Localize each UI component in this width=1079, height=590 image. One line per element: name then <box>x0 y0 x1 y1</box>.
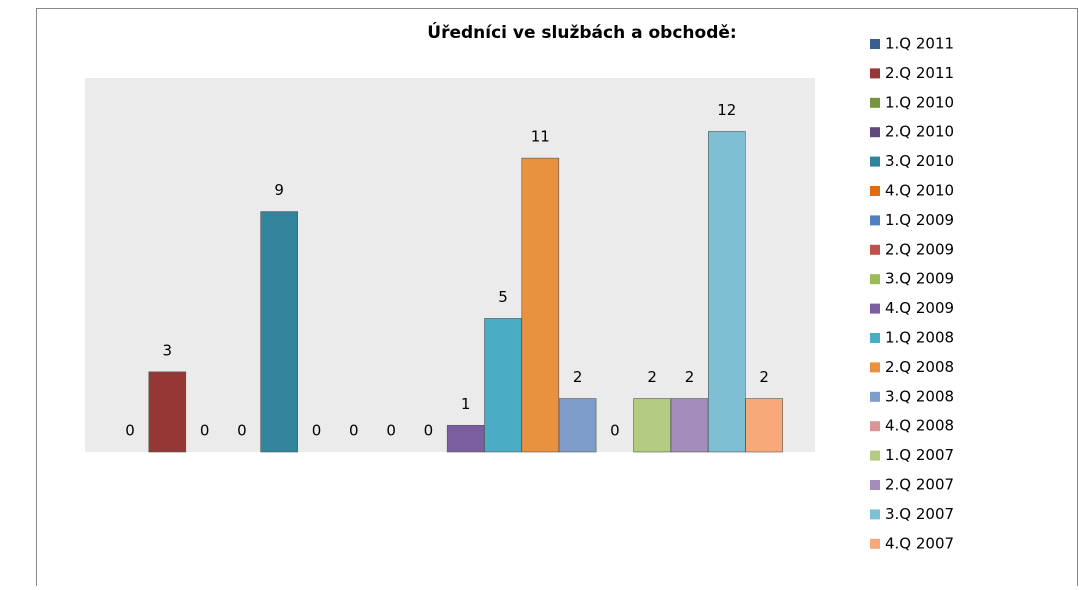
bar <box>260 211 299 453</box>
bar <box>745 398 783 453</box>
legend-label: 2.Q 2010 <box>885 123 954 141</box>
legend-label: 1.Q 2011 <box>885 35 954 53</box>
bar <box>707 131 746 453</box>
data-label: 2 <box>759 368 769 386</box>
legend-label: 1.Q 2009 <box>885 211 954 229</box>
legend-swatch <box>870 362 880 373</box>
data-label: 0 <box>125 422 135 440</box>
legend-swatch <box>870 127 880 138</box>
data-label: 0 <box>349 422 359 440</box>
legend-label: 1.Q 2008 <box>885 329 954 347</box>
data-label: 5 <box>498 288 508 306</box>
bar <box>484 318 522 453</box>
legend-label: 4.Q 2009 <box>885 299 954 317</box>
legend-swatch <box>870 156 880 167</box>
legend-label: 4.Q 2007 <box>885 534 954 552</box>
legend-swatch <box>870 509 880 520</box>
legend-label: 2.Q 2011 <box>885 64 954 82</box>
bar <box>446 424 485 453</box>
legend-label: 2.Q 2009 <box>885 240 954 258</box>
bar <box>521 157 560 453</box>
data-label: 9 <box>274 181 284 199</box>
data-label: 0 <box>386 422 396 440</box>
data-label: 2 <box>573 368 583 386</box>
legend-label: 4.Q 2008 <box>885 417 954 435</box>
legend-swatch <box>870 97 880 108</box>
plot-area <box>85 78 815 452</box>
legend-swatch <box>870 68 880 79</box>
legend-label: 2.Q 2008 <box>885 358 954 376</box>
legend-swatch <box>870 274 880 285</box>
data-label: 11 <box>531 128 550 146</box>
data-label: 1 <box>461 395 471 413</box>
bar <box>148 371 187 453</box>
legend-label: 1.Q 2007 <box>885 446 954 464</box>
legend-swatch <box>870 215 880 226</box>
legend-label: 3.Q 2010 <box>885 152 954 170</box>
legend-swatch <box>870 450 880 461</box>
legend-swatch <box>870 244 880 255</box>
data-label: 0 <box>610 422 620 440</box>
legend-swatch <box>870 480 880 490</box>
data-label: 12 <box>717 101 736 119</box>
legend-swatch <box>870 391 880 402</box>
data-label: 0 <box>312 422 322 440</box>
legend-label: 2.Q 2007 <box>885 476 954 494</box>
legend-label: 1.Q 2010 <box>885 93 954 111</box>
data-label: 0 <box>200 422 210 440</box>
legend-label: 3.Q 2007 <box>885 505 954 523</box>
legend-swatch <box>870 538 880 549</box>
legend-swatch <box>870 421 880 432</box>
bar <box>670 398 709 453</box>
legend-label: 3.Q 2009 <box>885 270 954 288</box>
data-label: 3 <box>163 341 173 359</box>
chart-title: Úředníci ve službách a obchodě: <box>427 21 736 43</box>
legend-label: 4.Q 2010 <box>885 182 954 200</box>
data-label: 0 <box>424 422 434 440</box>
legend-swatch <box>870 303 880 314</box>
legend-swatch <box>870 186 880 196</box>
legend-label: 3.Q 2008 <box>885 387 954 405</box>
bar <box>558 398 597 453</box>
bar <box>633 398 672 453</box>
legend-swatch <box>870 39 880 49</box>
legend-swatch <box>870 333 880 343</box>
data-label: 0 <box>237 422 247 440</box>
data-label: 2 <box>685 368 695 386</box>
data-label: 2 <box>647 368 657 386</box>
